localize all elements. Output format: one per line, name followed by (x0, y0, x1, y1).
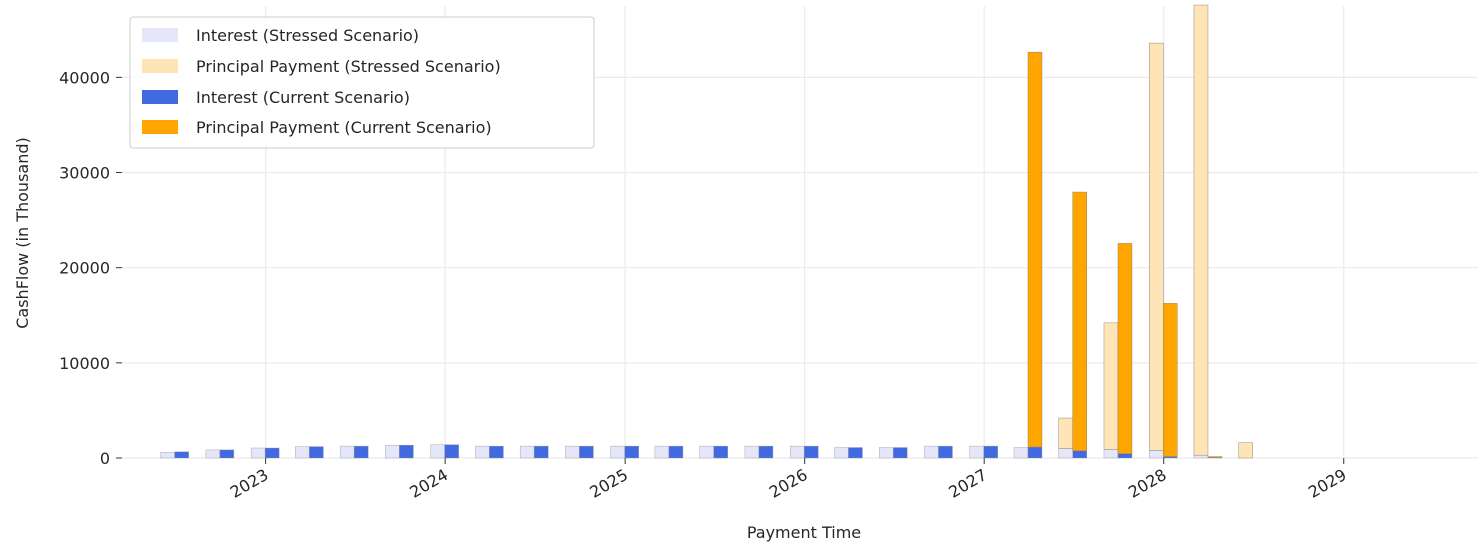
bar-interest-current (1163, 456, 1178, 459)
bar-interest-current (309, 446, 324, 459)
x-tick-label: 2025 (586, 465, 631, 502)
y-axis-title: CashFlow (in Thousand) (13, 137, 32, 329)
bar-interest-stressed (1058, 448, 1073, 459)
bar-principal-stressed (1238, 442, 1253, 459)
bar-principal-stressed (1193, 4, 1209, 456)
bar-interest-current (264, 447, 280, 459)
y-tick-label: 30000 (59, 164, 110, 183)
bar-interest-current (668, 445, 684, 459)
x-tick-label: 2026 (766, 465, 811, 502)
legend-swatch-principal-current (142, 120, 178, 134)
bar-interest-stressed (385, 444, 400, 459)
bar-principal-current (1163, 303, 1178, 457)
bar-interest-current (938, 445, 953, 459)
bar-interest-stressed (744, 445, 760, 459)
bar-principal-current (1027, 51, 1043, 448)
bar-interest-stressed (1103, 449, 1119, 459)
bar-interest-current (1117, 453, 1133, 459)
bar-principal-stressed (1149, 42, 1164, 451)
bar-interest-current (489, 445, 504, 459)
x-tick-label: 2027 (945, 465, 990, 502)
legend-frame (129, 16, 595, 149)
legend: Interest (Stressed Scenario) Principal P… (129, 16, 595, 149)
bar-interest-stressed (519, 445, 535, 459)
bar-interest-current (579, 445, 594, 459)
x-tick-label: 2028 (1125, 465, 1170, 502)
bar-interest-stressed (339, 445, 355, 459)
bar-interest-current (219, 449, 235, 459)
x-tick-label: 2029 (1305, 465, 1350, 502)
bar-interest-stressed (430, 444, 445, 459)
bar-principal-stressed (1058, 417, 1073, 449)
bar-interest-current (758, 445, 774, 459)
bar-interest-stressed (834, 447, 849, 459)
bar-interest-current (848, 447, 863, 459)
bar-interest-stressed (1149, 450, 1164, 459)
legend-label-interest-stressed: Interest (Stressed Scenario) (196, 26, 419, 45)
bar-interest-stressed (789, 445, 805, 459)
bar-interest-stressed (1193, 454, 1209, 459)
bar-interest-current (893, 447, 908, 459)
bar-interest-current (444, 444, 459, 459)
bar-interest-current (399, 444, 414, 459)
bar-interest-stressed (879, 447, 894, 459)
y-tick-label: 10000 (59, 354, 110, 373)
bar-interest-stressed (295, 446, 310, 459)
bar-principal-stressed (1103, 322, 1119, 450)
bar-principal-current (1117, 243, 1133, 454)
y-tick-label: 20000 (59, 259, 110, 278)
y-tick-label: 40000 (59, 68, 110, 87)
bar-interest-stressed (160, 452, 175, 459)
bar-interest-current (1072, 450, 1087, 459)
legend-swatch-principal-stressed (142, 59, 178, 73)
bar-interest-stressed (475, 445, 490, 459)
bar-interest-current (1027, 446, 1043, 459)
bar-interest-stressed (699, 445, 714, 459)
legend-label-principal-stressed: Principal Payment (Stressed Scenario) (196, 57, 501, 76)
x-tick-label: 2024 (406, 465, 451, 502)
bar-interest-stressed (1013, 447, 1029, 459)
bar-interest-stressed (250, 447, 266, 459)
bars (160, 4, 1253, 459)
bar-principal-current (1207, 456, 1223, 458)
bar-interest-stressed (654, 445, 670, 459)
bar-interest-stressed (565, 445, 580, 459)
bar-interest-stressed (205, 449, 221, 459)
legend-swatch-interest-current (142, 90, 178, 104)
y-tick-label: 0 (100, 449, 110, 468)
bar-interest-current (803, 445, 819, 459)
bar-interest-current (353, 445, 369, 459)
x-tick-label: 2023 (227, 465, 272, 502)
bar-interest-current (533, 445, 549, 459)
legend-label-interest-current: Interest (Current Scenario) (196, 88, 410, 107)
bar-interest-current (983, 445, 998, 459)
bar-interest-current (713, 445, 728, 459)
legend-label-principal-current: Principal Payment (Current Scenario) (196, 118, 492, 137)
bar-interest-current (174, 451, 189, 459)
legend-swatch-interest-stressed (142, 28, 178, 42)
bar-interest-stressed (969, 445, 984, 459)
bar-principal-current (1072, 191, 1087, 452)
bar-interest-stressed (924, 445, 939, 459)
bar-interest-stressed (610, 445, 625, 459)
x-axis-title: Payment Time (747, 523, 861, 542)
bar-interest-current (624, 445, 639, 459)
